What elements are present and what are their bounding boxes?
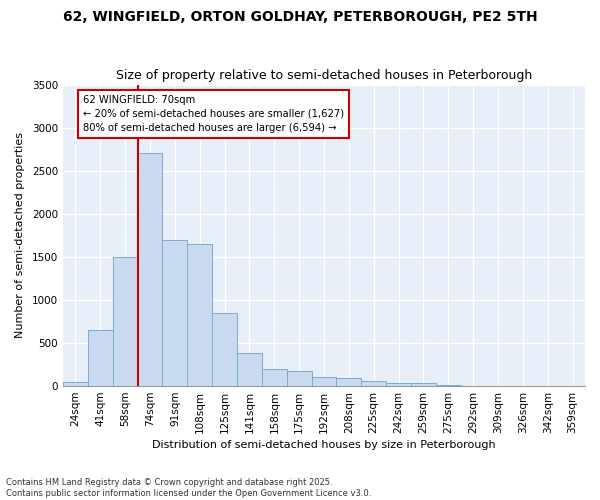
Bar [287,371,311,386]
Bar [337,378,361,386]
X-axis label: Distribution of semi-detached houses by size in Peterborough: Distribution of semi-detached houses by … [152,440,496,450]
Bar [212,313,237,386]
Bar [436,385,461,386]
Text: 62 WINGFIELD: 70sqm
← 20% of semi-detached houses are smaller (1,627)
80% of sem: 62 WINGFIELD: 70sqm ← 20% of semi-detach… [83,95,344,133]
Bar [237,354,262,386]
Bar [361,382,386,386]
Bar [311,378,337,386]
Bar [187,244,212,386]
Bar [113,257,137,386]
Bar [88,330,113,386]
Title: Size of property relative to semi-detached houses in Peterborough: Size of property relative to semi-detach… [116,69,532,82]
Bar [137,154,163,386]
Y-axis label: Number of semi-detached properties: Number of semi-detached properties [15,132,25,338]
Bar [63,382,88,386]
Text: 62, WINGFIELD, ORTON GOLDHAY, PETERBOROUGH, PE2 5TH: 62, WINGFIELD, ORTON GOLDHAY, PETERBOROU… [62,10,538,24]
Bar [411,384,436,386]
Text: Contains HM Land Registry data © Crown copyright and database right 2025.
Contai: Contains HM Land Registry data © Crown c… [6,478,371,498]
Bar [163,240,187,386]
Bar [386,382,411,386]
Bar [262,369,287,386]
